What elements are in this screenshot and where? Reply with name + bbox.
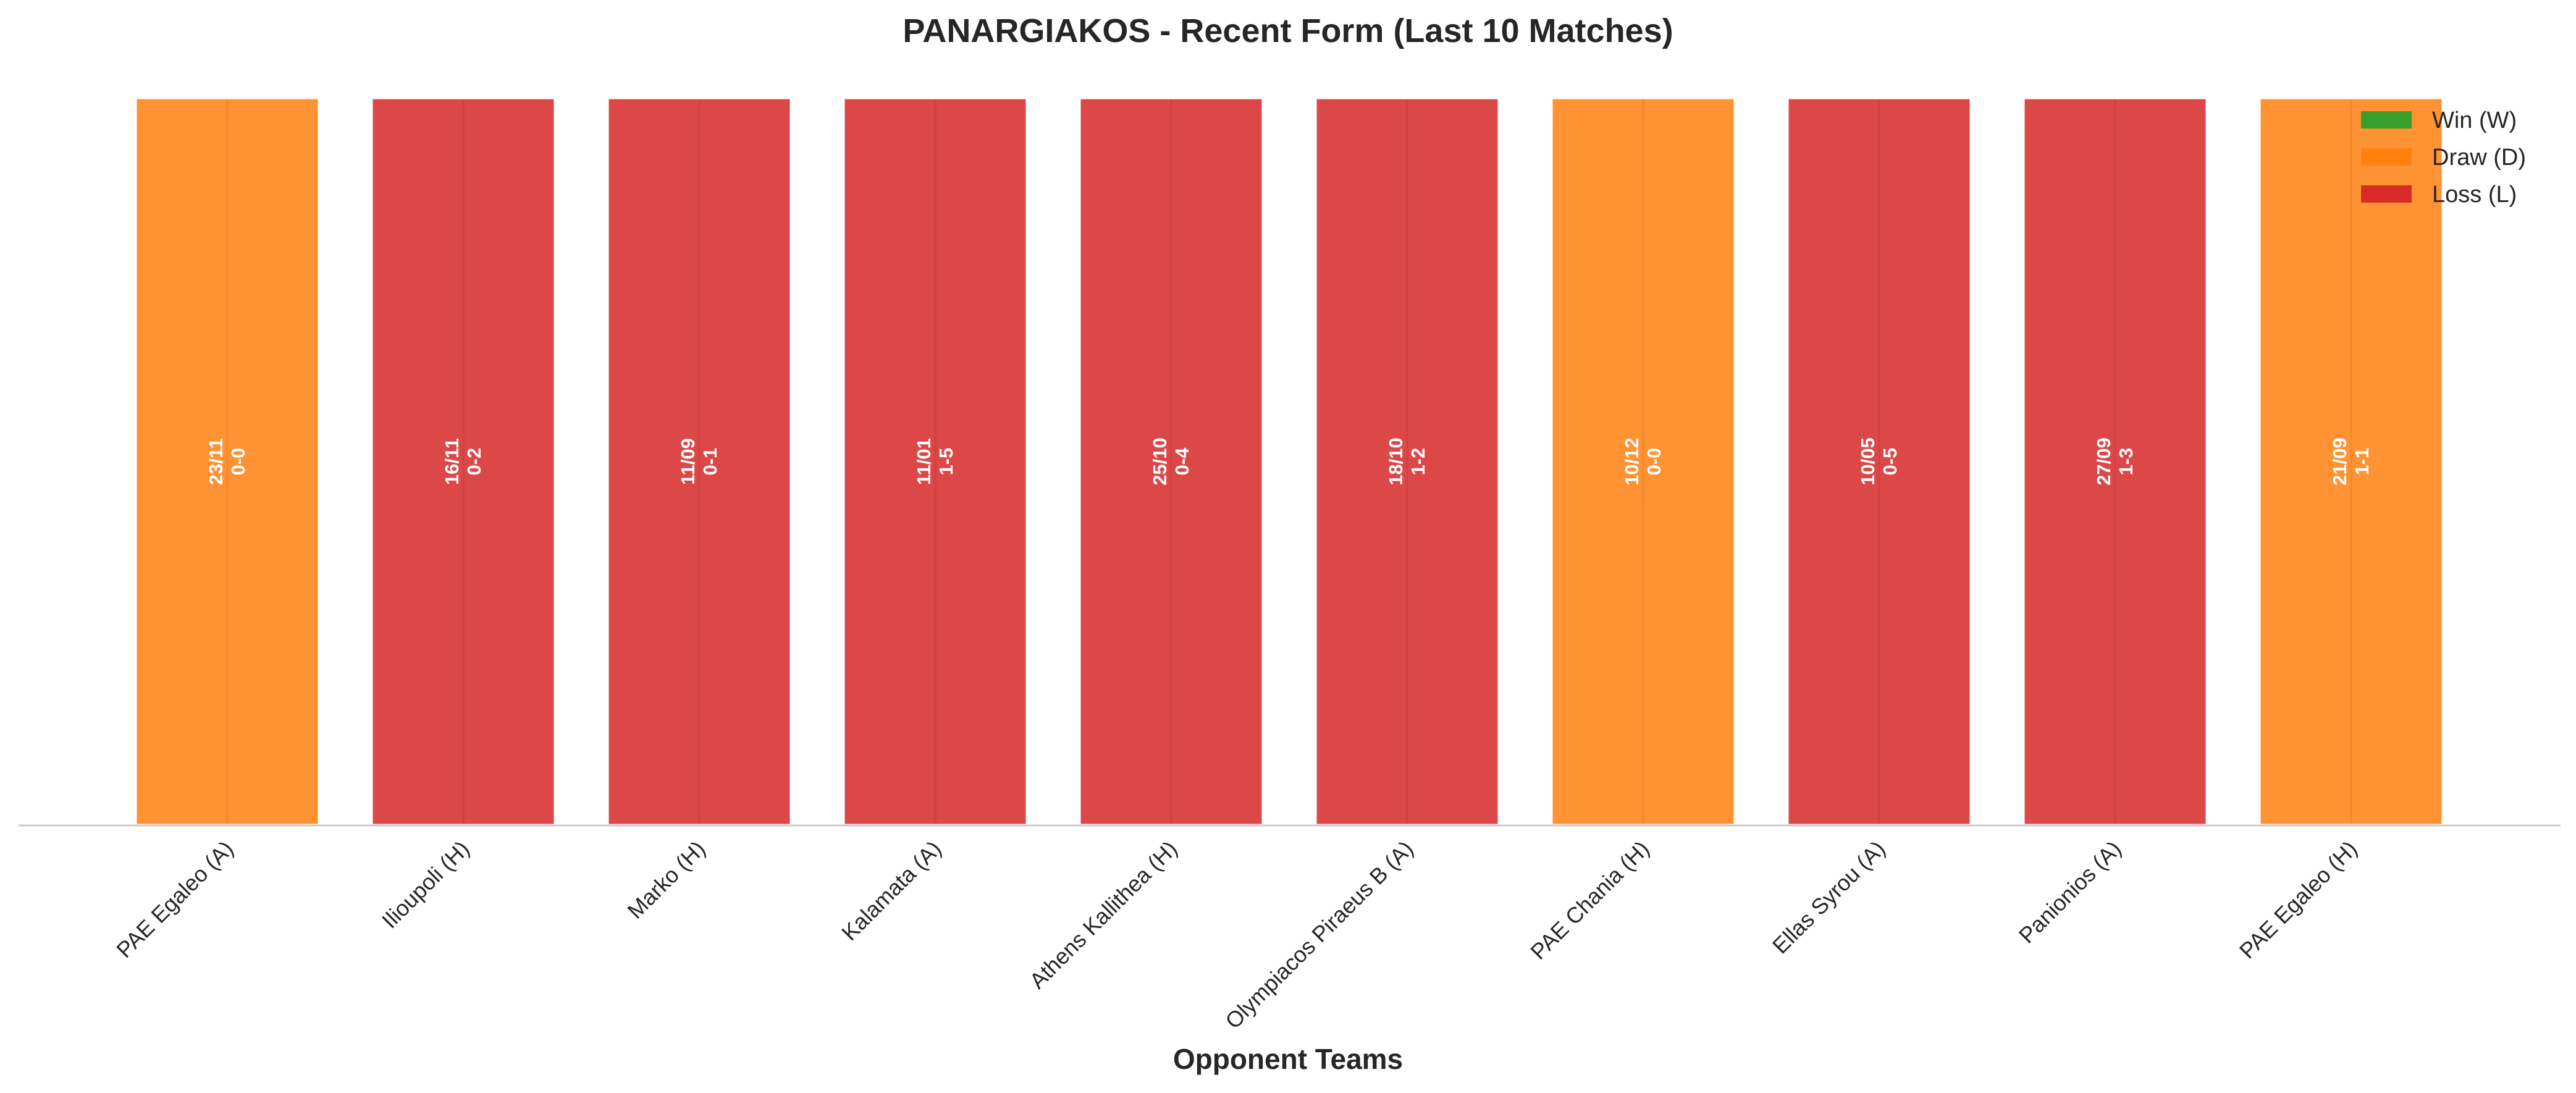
chart-title: PANARGIAKOS - Recent Form (Last 10 Match… (903, 12, 1673, 49)
bar-score-label: 0-1 (699, 448, 721, 476)
bar-5 (1077, 96, 1265, 827)
legend-label-w: Win (W) (2432, 108, 2517, 133)
bar-6 (1313, 96, 1501, 827)
bar-8 (1785, 96, 1973, 827)
bar-date-label: 11/09 (677, 438, 699, 485)
bar-date-label: 11/01 (913, 438, 935, 485)
legend: Win (W) Draw (D) Loss (L) (2361, 108, 2526, 208)
bar-label-group: 18/10 1-2 (1385, 437, 1429, 486)
bar-score-label: 1-5 (935, 448, 957, 476)
bar-7 (1549, 96, 1737, 827)
bar-date-label: 16/11 (441, 438, 463, 485)
bar-score-label: 0-5 (1879, 448, 1901, 476)
bar-date-label: 10/12 (1621, 437, 1643, 486)
bar-label-group: 11/09 0-1 (677, 438, 721, 485)
legend-swatch-l (2361, 185, 2412, 203)
bar-label-group: 21/09 1-1 (2329, 437, 2373, 486)
bar-label-group: 10/12 0-0 (1621, 437, 1665, 486)
legend-label-l: Loss (L) (2432, 182, 2517, 208)
bars-layer (133, 96, 2445, 827)
bar-1 (133, 96, 321, 827)
bar-score-label: 1-1 (2351, 448, 2373, 476)
bar-3 (605, 96, 793, 827)
bar-label-group: 16/11 0-2 (441, 438, 485, 485)
bar-9 (2021, 96, 2209, 827)
bar-label-group: 10/05 0-5 (1857, 437, 1901, 486)
legend-swatch-w (2361, 111, 2412, 129)
bar-10 (2257, 96, 2445, 827)
bar-label-group: 27/09 1-3 (2093, 437, 2137, 486)
bar-score-label: 0-0 (227, 448, 249, 476)
bar-score-label: 1-3 (2115, 448, 2137, 476)
bar-label-group: 11/01 1-5 (913, 438, 957, 485)
bar-date-label: 27/09 (2093, 437, 2115, 486)
bar-date-label: 23/11 (205, 438, 227, 485)
bar-score-label: 0-4 (1171, 447, 1193, 476)
bar-label-group: 23/11 0-0 (205, 438, 249, 485)
legend-swatch-d (2361, 148, 2412, 166)
legend-label-d: Draw (D) (2432, 145, 2526, 171)
bar-labels-layer: 23/11 0-0 16/11 0-2 11/09 0-1 11/01 1-5 25/10 0-4… (205, 437, 2373, 486)
bar-score-label: 0-0 (1643, 448, 1665, 476)
bar-date-label: 10/05 (1857, 437, 1879, 486)
bar-score-label: 1-2 (1407, 448, 1429, 476)
bar-label-group: 25/10 0-4 (1149, 437, 1193, 486)
x-axis-label: Opponent Teams (1173, 1043, 1403, 1075)
bar-4 (841, 96, 1029, 827)
bar-date-label: 18/10 (1385, 437, 1407, 486)
bar-date-label: 21/09 (2329, 437, 2351, 486)
bar-score-label: 0-2 (463, 448, 485, 476)
bar-date-label: 25/10 (1149, 437, 1171, 486)
